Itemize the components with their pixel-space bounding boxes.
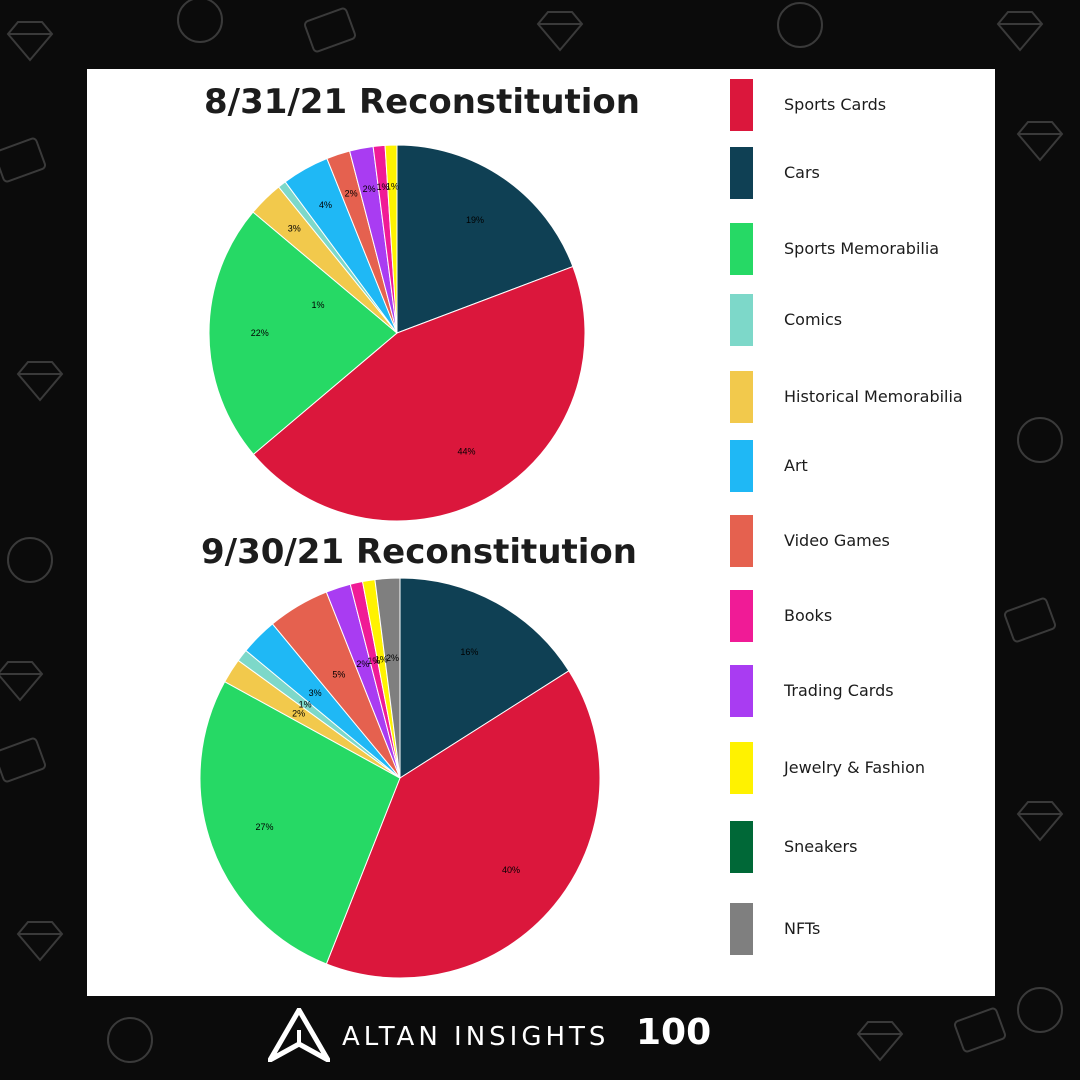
slice-label-video-games: 2% <box>345 189 358 199</box>
legend-label: Art <box>784 456 808 475</box>
altan-logo-icon <box>268 1008 330 1062</box>
legend-item-nfts: NFTs <box>727 903 995 955</box>
slice-label-sports-memorabilia: 22% <box>251 328 269 338</box>
pie-slice-sports-cards <box>325 670 601 979</box>
legend-item-comics: Comics <box>727 294 995 346</box>
legend-swatch <box>730 294 753 346</box>
slice-label-video-games: 5% <box>332 670 345 680</box>
doodle-diamond-icon <box>536 11 584 52</box>
legend-item-books: Books <box>727 590 995 642</box>
slice-label-comics: 1% <box>311 300 324 310</box>
slice-label-books: 1% <box>377 182 390 192</box>
doodle-coin-icon <box>7 537 53 583</box>
slice-label-historical-memorabilia: 3% <box>288 223 301 233</box>
legend-label: Video Games <box>784 531 890 550</box>
slice-label-comics: 1% <box>299 699 312 709</box>
legend-label: Sneakers <box>784 837 858 856</box>
slice-label-books: 1% <box>367 656 380 666</box>
legend-label: NFTs <box>784 919 821 938</box>
legend-swatch <box>730 665 753 717</box>
pie-slice-jewelry-and-fashion <box>384 144 398 334</box>
slice-label-sports-memorabilia: 27% <box>256 822 274 832</box>
doodle-diamond-icon <box>16 921 64 962</box>
legend-swatch <box>730 821 753 873</box>
doodle-diamond-icon <box>1016 121 1064 162</box>
doodle-diamond-icon <box>6 21 54 62</box>
slice-label-art: 3% <box>309 688 322 698</box>
legend-item-historical-memorabilia: Historical Memorabilia <box>727 371 995 423</box>
pie-0-group: 19%44%22%3%4%2% 2% 1%1%1% <box>208 144 586 522</box>
legend-item-sports-memorabilia: Sports Memorabilia <box>727 223 995 275</box>
legend-label: Trading Cards <box>784 681 894 700</box>
slice-label-jewelry-and-fashion: 1% <box>386 181 399 191</box>
pie-slice-cars <box>399 577 570 779</box>
doodle-card-icon <box>1003 597 1057 643</box>
slice-label-trading-cards: 2% <box>356 659 369 669</box>
legend-swatch <box>730 79 753 131</box>
legend-swatch <box>730 515 753 567</box>
legend-swatch <box>730 147 753 199</box>
legend-item-trading-cards: Trading Cards <box>727 665 995 717</box>
pie-slice-cars <box>396 144 574 334</box>
doodle-coin-icon <box>1017 417 1063 463</box>
doodle-coin-icon <box>1017 987 1063 1033</box>
slice-label-sports-cards: 44% <box>458 446 476 456</box>
footer-brand: ALTAN INSIGHTS 100 <box>268 1008 728 1062</box>
legend-label: Historical Memorabilia <box>784 387 963 406</box>
legend-label: Cars <box>784 163 820 182</box>
slice-label-art: 4% <box>319 200 332 210</box>
slice-label-cars: 19% <box>466 215 484 225</box>
legend-label: Jewelry & Fashion <box>784 758 926 777</box>
legend-item-sneakers: Sneakers <box>727 821 995 873</box>
slice-label-sports-cards: 40% <box>502 865 520 875</box>
legend-label: Comics <box>784 310 843 329</box>
pie-1-group: 16%40%27%2%1%3%5%2%1%1%2% <box>199 577 601 979</box>
doodle-card-icon <box>0 137 47 183</box>
slice-label-nfts: 2% <box>386 653 399 663</box>
chart-card: 8/31/21 Reconstitution 9/30/21 Reconstit… <box>87 69 995 996</box>
legend-swatch <box>730 440 753 492</box>
legend-swatch <box>730 371 753 423</box>
brand-name: ALTAN INSIGHTS <box>342 1022 610 1052</box>
legend-item-art: Art <box>727 440 995 492</box>
legend-swatch <box>730 223 753 275</box>
doodle-diamond-icon <box>0 661 44 702</box>
doodle-coin-icon <box>107 1017 153 1063</box>
doodle-card-icon <box>0 737 47 783</box>
legend-swatch <box>730 742 753 794</box>
doodle-diamond-icon <box>856 1021 904 1062</box>
pie-chart-aug: 19%44%22%3%4%2% 2% 1%1%1%16%40%27%2%1%3%5%… <box>199 144 601 979</box>
pie-slice-sports-memorabilia <box>199 680 401 965</box>
legend-swatch <box>730 903 753 955</box>
slice-label-jewelry-and-fashion: 1% <box>375 654 388 664</box>
legend-label: Sports Memorabilia <box>784 239 940 258</box>
legend-swatch <box>730 590 753 642</box>
chart-title-aug: 8/31/21 Reconstitution <box>204 82 640 122</box>
legend: Sports Cards Cars Sports Memorabilia Comics… <box>727 69 995 996</box>
doodle-coin-icon <box>777 2 823 48</box>
legend-item-sports-cards: Sports Cards <box>727 79 995 131</box>
slice-label-cars: 16% <box>460 647 478 657</box>
brand-number: 100 <box>636 1012 712 1053</box>
doodle-coin-icon <box>177 0 223 43</box>
doodle-diamond-icon <box>996 11 1044 52</box>
chart-title-sep: 9/30/21 Reconstitution <box>201 532 637 572</box>
doodle-diamond-icon <box>16 361 64 402</box>
legend-item-cars: Cars <box>727 147 995 199</box>
pie-slice-sports-memorabilia <box>208 211 398 456</box>
slice-label-trading-cards: 2% <box>363 184 376 194</box>
doodle-card-icon <box>953 1007 1007 1053</box>
doodle-diamond-icon <box>1016 801 1064 842</box>
pie-slice-sports-cards <box>252 265 586 522</box>
legend-item-video-games: Video Games <box>727 515 995 567</box>
slice-label-historical-memorabilia: 2% <box>292 709 305 719</box>
legend-item-jewelry-and-fashion: Jewelry & Fashion <box>727 742 995 794</box>
doodle-card-icon <box>303 7 357 53</box>
pie-slice-nfts <box>374 577 401 779</box>
legend-label: Books <box>784 606 833 625</box>
legend-label: Sports Cards <box>784 95 887 114</box>
